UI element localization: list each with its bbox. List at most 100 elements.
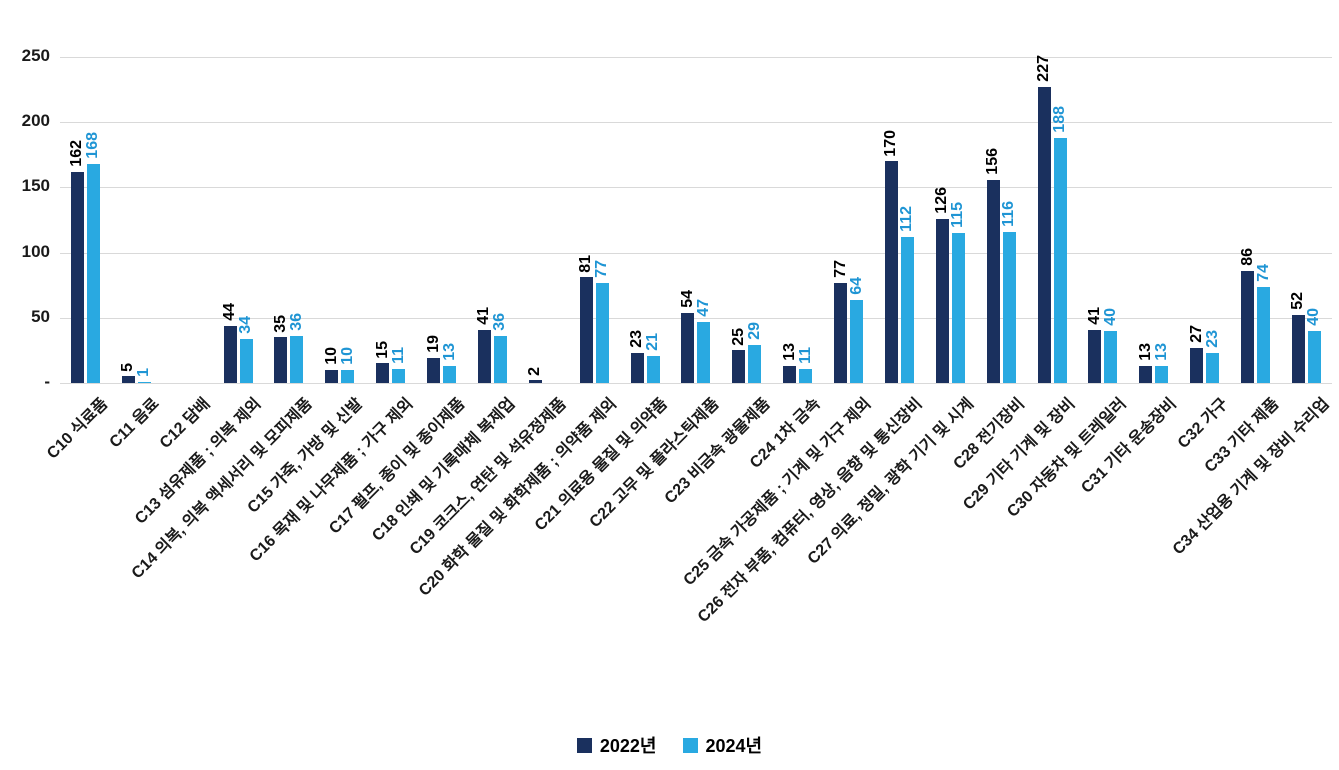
legend-label: 2024년 <box>705 736 763 756</box>
bar-series-1: 19 <box>425 335 442 383</box>
bar-series-1: 25 <box>730 328 747 383</box>
x-axis-tick-label: C11 음료 <box>106 395 163 452</box>
bar-pair: 44 34 <box>213 57 264 383</box>
bar-series-1: 44 <box>221 303 238 383</box>
gridline <box>60 187 1332 189</box>
y-axis-tick-label: 150 <box>21 176 50 196</box>
legend: 2022년 2024년 <box>0 732 1339 758</box>
bar-pair: 15 11 <box>365 57 416 383</box>
bar-value-label: 36 <box>491 313 509 332</box>
bar-pair: 156 116 <box>976 57 1027 383</box>
bar-value-label: 13 <box>780 343 798 362</box>
bar-value-label: 11 <box>389 346 407 364</box>
bar-series-1: 52 <box>1290 292 1307 383</box>
bars-area: 162 168 5 1 44 34 35 36 10 10 15 11 19 13 41 36 2 81 77 23 2… <box>60 55 1332 383</box>
bar-pair: 25 29 <box>721 57 772 383</box>
bar-pair: 10 10 <box>314 57 365 383</box>
legend-item-series-1: 2022년 <box>576 732 657 758</box>
bar-value-label: 47 <box>695 298 713 317</box>
bar-series-1: 23 <box>628 330 645 383</box>
bar-value-label: 112 <box>898 206 916 232</box>
bar-pair: 19 13 <box>416 57 467 383</box>
category-group: 77 64 <box>823 57 874 383</box>
category-group: 23 21 <box>620 57 671 383</box>
category-group: 35 36 <box>264 57 315 383</box>
bar-value-label: 21 <box>644 332 662 351</box>
bar-value-label: 11 <box>796 346 814 364</box>
bar-value-label: 10 <box>323 347 341 365</box>
category-group: 2 <box>518 57 569 383</box>
bar-value-label: 156 <box>984 147 1002 175</box>
y-axis-tick-label: 200 <box>21 111 50 131</box>
bar-value-label: 13 <box>1153 343 1171 362</box>
bar-pair: 86 74 <box>1230 57 1281 383</box>
y-axis-tick-label: 250 <box>21 46 50 65</box>
bar-value-label: 41 <box>1086 306 1104 325</box>
bar-value-label: 34 <box>237 315 255 334</box>
bar-series-2: 188 <box>1051 106 1068 383</box>
bar-value-label: 115 <box>949 202 967 229</box>
gridline <box>60 383 1332 384</box>
category-group: 41 40 <box>1078 57 1129 383</box>
bar-pair: 227 188 <box>1027 55 1078 383</box>
legend-label: 2022년 <box>599 736 657 756</box>
bar-value-label: 15 <box>373 340 391 359</box>
bar-series-2: 40 <box>1102 308 1119 383</box>
bar-pair: 23 21 <box>620 57 671 383</box>
category-group: 156 116 <box>976 57 1027 383</box>
category-group: 10 10 <box>314 57 365 383</box>
bar-pair: 41 36 <box>467 57 518 383</box>
bar-value-label: 77 <box>593 259 611 278</box>
bar-series-1: 86 <box>1239 248 1256 383</box>
category-group: 227 188 <box>1027 55 1078 383</box>
bar-pair: 52 40 <box>1281 57 1332 383</box>
category-group: 13 13 <box>1128 57 1179 383</box>
bar-value-label: 116 <box>1000 200 1018 227</box>
bar-series-2: 112 <box>899 206 916 383</box>
bar-pair: 13 11 <box>772 57 823 383</box>
category-group: 25 29 <box>721 57 772 383</box>
gridline <box>60 317 1332 319</box>
bar-series-1: 41 <box>476 307 493 383</box>
category-group: 162 168 <box>60 57 111 383</box>
bar-series-1: 54 <box>679 290 696 383</box>
bar-series-2: 168 <box>85 132 102 383</box>
bar-pair: 170 112 <box>874 57 925 383</box>
bar-series-2: 64 <box>848 277 865 383</box>
gridline <box>60 57 1332 58</box>
bar-series-2: 74 <box>1255 264 1272 383</box>
category-group: 19 13 <box>416 57 467 383</box>
bar-series-1: 10 <box>323 347 340 383</box>
bar-pair: 77 64 <box>823 57 874 383</box>
bar-series-1: 156 <box>984 148 1001 383</box>
bar-series-2: 13 <box>441 343 458 383</box>
bar-value-label: 27 <box>1187 325 1205 343</box>
bar-pair: 126 115 <box>925 57 976 383</box>
bar-pair <box>162 57 213 383</box>
y-axis-tick-label: 50 <box>31 306 50 326</box>
legend-item-series-2: 2024년 <box>682 732 763 758</box>
bar-value-label: 25 <box>730 327 748 346</box>
y-axis-tick-label: - <box>44 372 50 391</box>
bar-value-label: 36 <box>288 313 306 332</box>
bar-value-label: 10 <box>339 347 357 365</box>
category-group: 86 74 <box>1230 57 1281 383</box>
bar-pair: 54 47 <box>671 57 722 383</box>
category-group: 170 112 <box>874 57 925 383</box>
bar-series-1: 15 <box>374 341 391 383</box>
bar-value-label: 64 <box>847 276 865 295</box>
bar-series-2: 13 <box>1153 343 1170 383</box>
bar-series-2: 1 <box>136 368 153 383</box>
category-group <box>162 57 213 383</box>
bar-value-label: 168 <box>84 132 102 159</box>
bar-pair: 41 40 <box>1078 57 1129 383</box>
category-group: 15 11 <box>365 57 416 383</box>
bar-series-1: 13 <box>1137 343 1154 383</box>
bar-series-2: 116 <box>1000 201 1017 383</box>
bar-series-1: 41 <box>1086 307 1103 383</box>
bar-value-label: 23 <box>1203 330 1221 349</box>
bar-value-label: 13 <box>1137 343 1155 362</box>
bar-series-1: 227 <box>1035 55 1052 383</box>
